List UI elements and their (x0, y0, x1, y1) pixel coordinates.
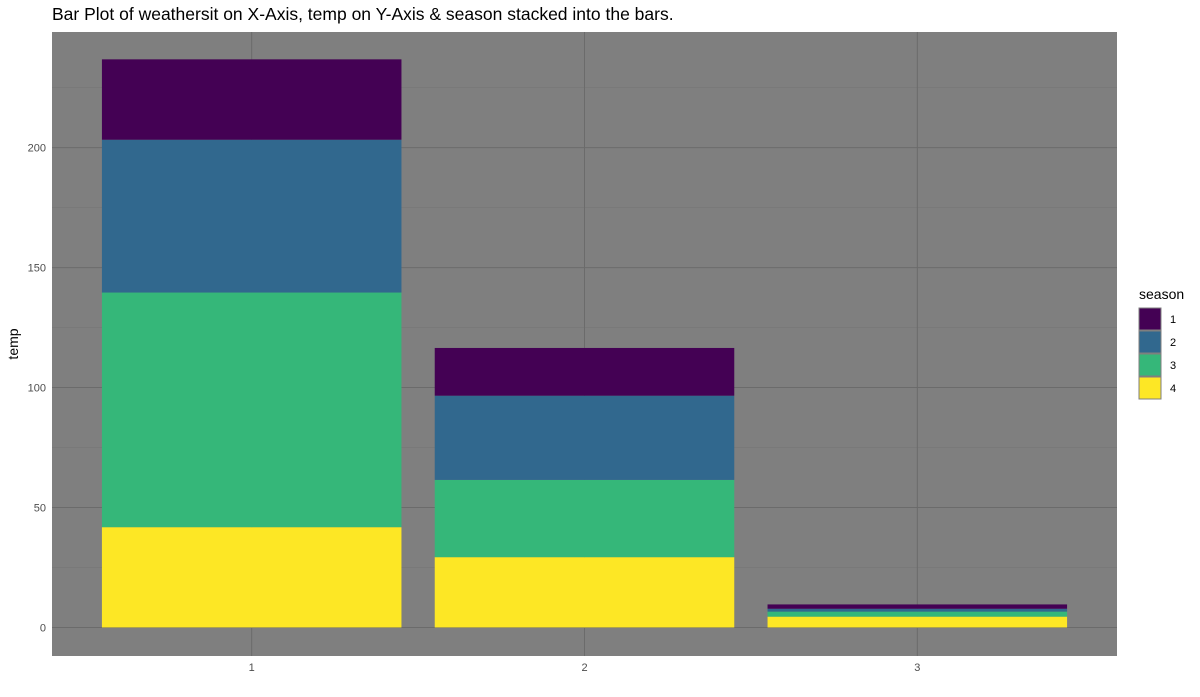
y-tick-label: 150 (28, 263, 46, 275)
bar-segment-season-3 (434, 479, 735, 558)
legend-label: 4 (1170, 383, 1176, 395)
legend-key-season-3 (1138, 353, 1162, 377)
bar-segment-season-3 (767, 611, 1068, 617)
bar-segment-season-4 (101, 527, 402, 628)
legend-key-season-4 (1138, 376, 1162, 400)
bar-segment-season-1 (101, 59, 402, 140)
x-tick-label: 2 (581, 662, 587, 674)
bar-segment-season-2 (767, 608, 1068, 612)
x-tick-label: 3 (914, 662, 920, 674)
legend-key-season-2 (1138, 330, 1162, 354)
x-tick-label: 1 (249, 662, 255, 674)
y-tick-label: 50 (34, 502, 46, 514)
legend-label: 3 (1170, 360, 1176, 372)
bar-segment-season-1 (767, 604, 1068, 609)
bar-segment-season-3 (101, 292, 402, 528)
bar-segment-season-2 (101, 139, 402, 293)
plot-area: 0 50 100 150 200 1 2 3 (28, 32, 1117, 674)
bar-segment-season-1 (434, 347, 735, 396)
y-tick-label: 200 (28, 143, 46, 155)
bar-segment-season-4 (767, 616, 1068, 628)
legend-key-season-1 (1138, 307, 1162, 331)
legend-label: 2 (1170, 337, 1176, 349)
chart-title: Bar Plot of weathersit on X-Axis, temp o… (52, 4, 674, 24)
legend-label: 1 (1170, 314, 1176, 326)
y-axis-label: temp (5, 328, 21, 359)
legend-title: season (1139, 286, 1184, 302)
legend: 1 2 3 4 (1138, 307, 1176, 400)
y-tick-label: 100 (28, 383, 46, 395)
y-tick-label: 0 (40, 622, 46, 634)
bar-segment-season-2 (434, 395, 735, 480)
bar-segment-season-4 (434, 557, 735, 628)
